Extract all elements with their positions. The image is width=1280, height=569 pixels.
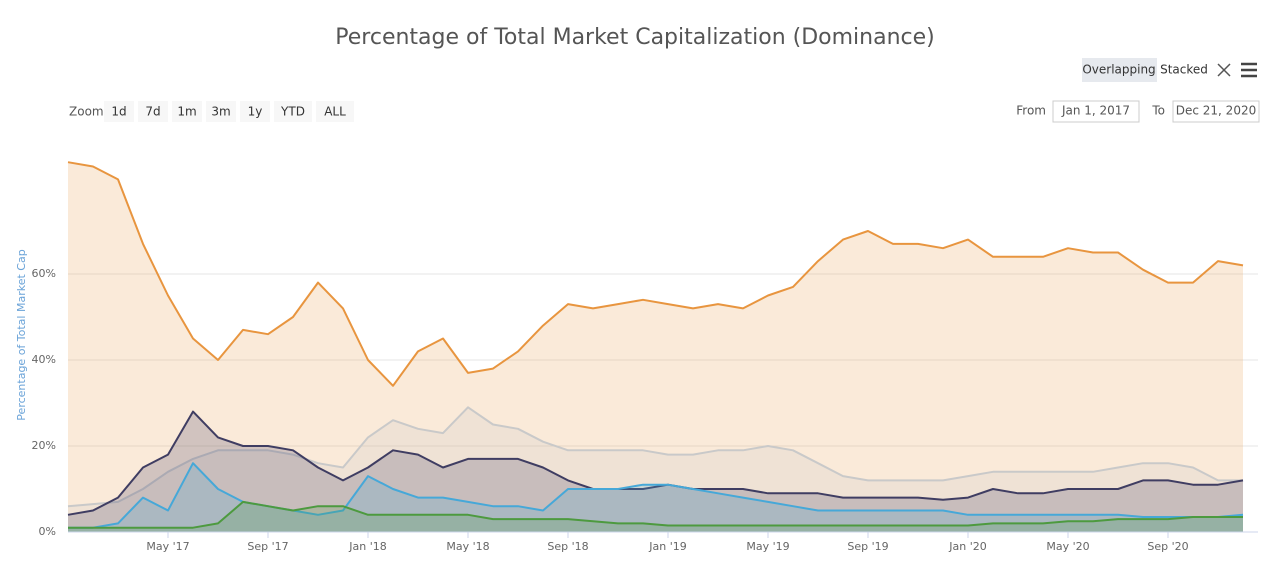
chart-title: Percentage of Total Market Capitalizatio… [335, 25, 934, 50]
x-tick-label: May '19 [746, 540, 789, 553]
x-tick-label: May '18 [446, 540, 489, 553]
from-input[interactable] [1052, 100, 1140, 123]
zoom-button[interactable]: 7d [145, 105, 160, 119]
series-line [67, 406, 1243, 508]
x-tick-label: Sep '20 [1147, 540, 1188, 553]
area-fill [68, 407, 1243, 532]
x-tick-label: Sep '19 [847, 540, 888, 553]
y-tick-label: 40% [32, 353, 56, 366]
area-fill [68, 501, 1243, 532]
series-line [67, 161, 1244, 387]
y-tick-label: 60% [32, 267, 56, 280]
zoom-button-bg [240, 101, 270, 122]
y-tick-label: 20% [32, 439, 56, 452]
zoom-button-bg [316, 101, 354, 122]
zoom-button-bg [206, 101, 236, 122]
zoom-label: Zoom [69, 105, 104, 119]
to-input[interactable] [1172, 100, 1260, 123]
from-value: Jan 1, 2017 [1061, 104, 1130, 118]
area-fill [68, 463, 1243, 532]
fullscreen-icon[interactable] [1217, 63, 1231, 77]
series-line [67, 410, 1244, 516]
mode-button[interactable]: Stacked [1160, 63, 1208, 77]
to-value: Dec 21, 2020 [1176, 104, 1256, 118]
zoom-button[interactable]: ALL [324, 105, 346, 119]
x-tick-label: May '17 [146, 540, 189, 553]
zoom-button[interactable]: YTD [280, 105, 305, 119]
area-fill [68, 411, 1243, 532]
from-label: From [1016, 104, 1046, 118]
to-label: To [1151, 104, 1165, 118]
x-tick-label: Jan '19 [648, 540, 686, 553]
area-fill [68, 162, 1243, 532]
x-tick-label: May '20 [1046, 540, 1089, 553]
y-axis-label: Percentage of Total Market Cap [15, 249, 28, 420]
zoom-button[interactable]: 3m [211, 105, 230, 119]
x-tick-label: Jan '18 [348, 540, 386, 553]
x-tick-label: Sep '17 [247, 540, 288, 553]
zoom-button-bg [138, 101, 168, 122]
zoom-button-bg [104, 101, 134, 122]
y-tick-label: 0% [39, 525, 56, 538]
plot [67, 161, 1244, 532]
zoom-button[interactable]: 1y [248, 105, 263, 119]
mode-button-bg [1082, 58, 1157, 82]
mode-button[interactable]: Overlapping [1082, 63, 1155, 77]
series-line [68, 500, 1243, 529]
zoom-button-bg [172, 101, 202, 122]
x-tick-label: Sep '18 [547, 540, 588, 553]
menu-icon[interactable] [1241, 62, 1257, 78]
zoom-button[interactable]: 1d [111, 105, 126, 119]
zoom-button-bg [274, 101, 312, 122]
zoom-button[interactable]: 1m [177, 105, 196, 119]
x-tick-label: Jan '20 [948, 540, 986, 553]
